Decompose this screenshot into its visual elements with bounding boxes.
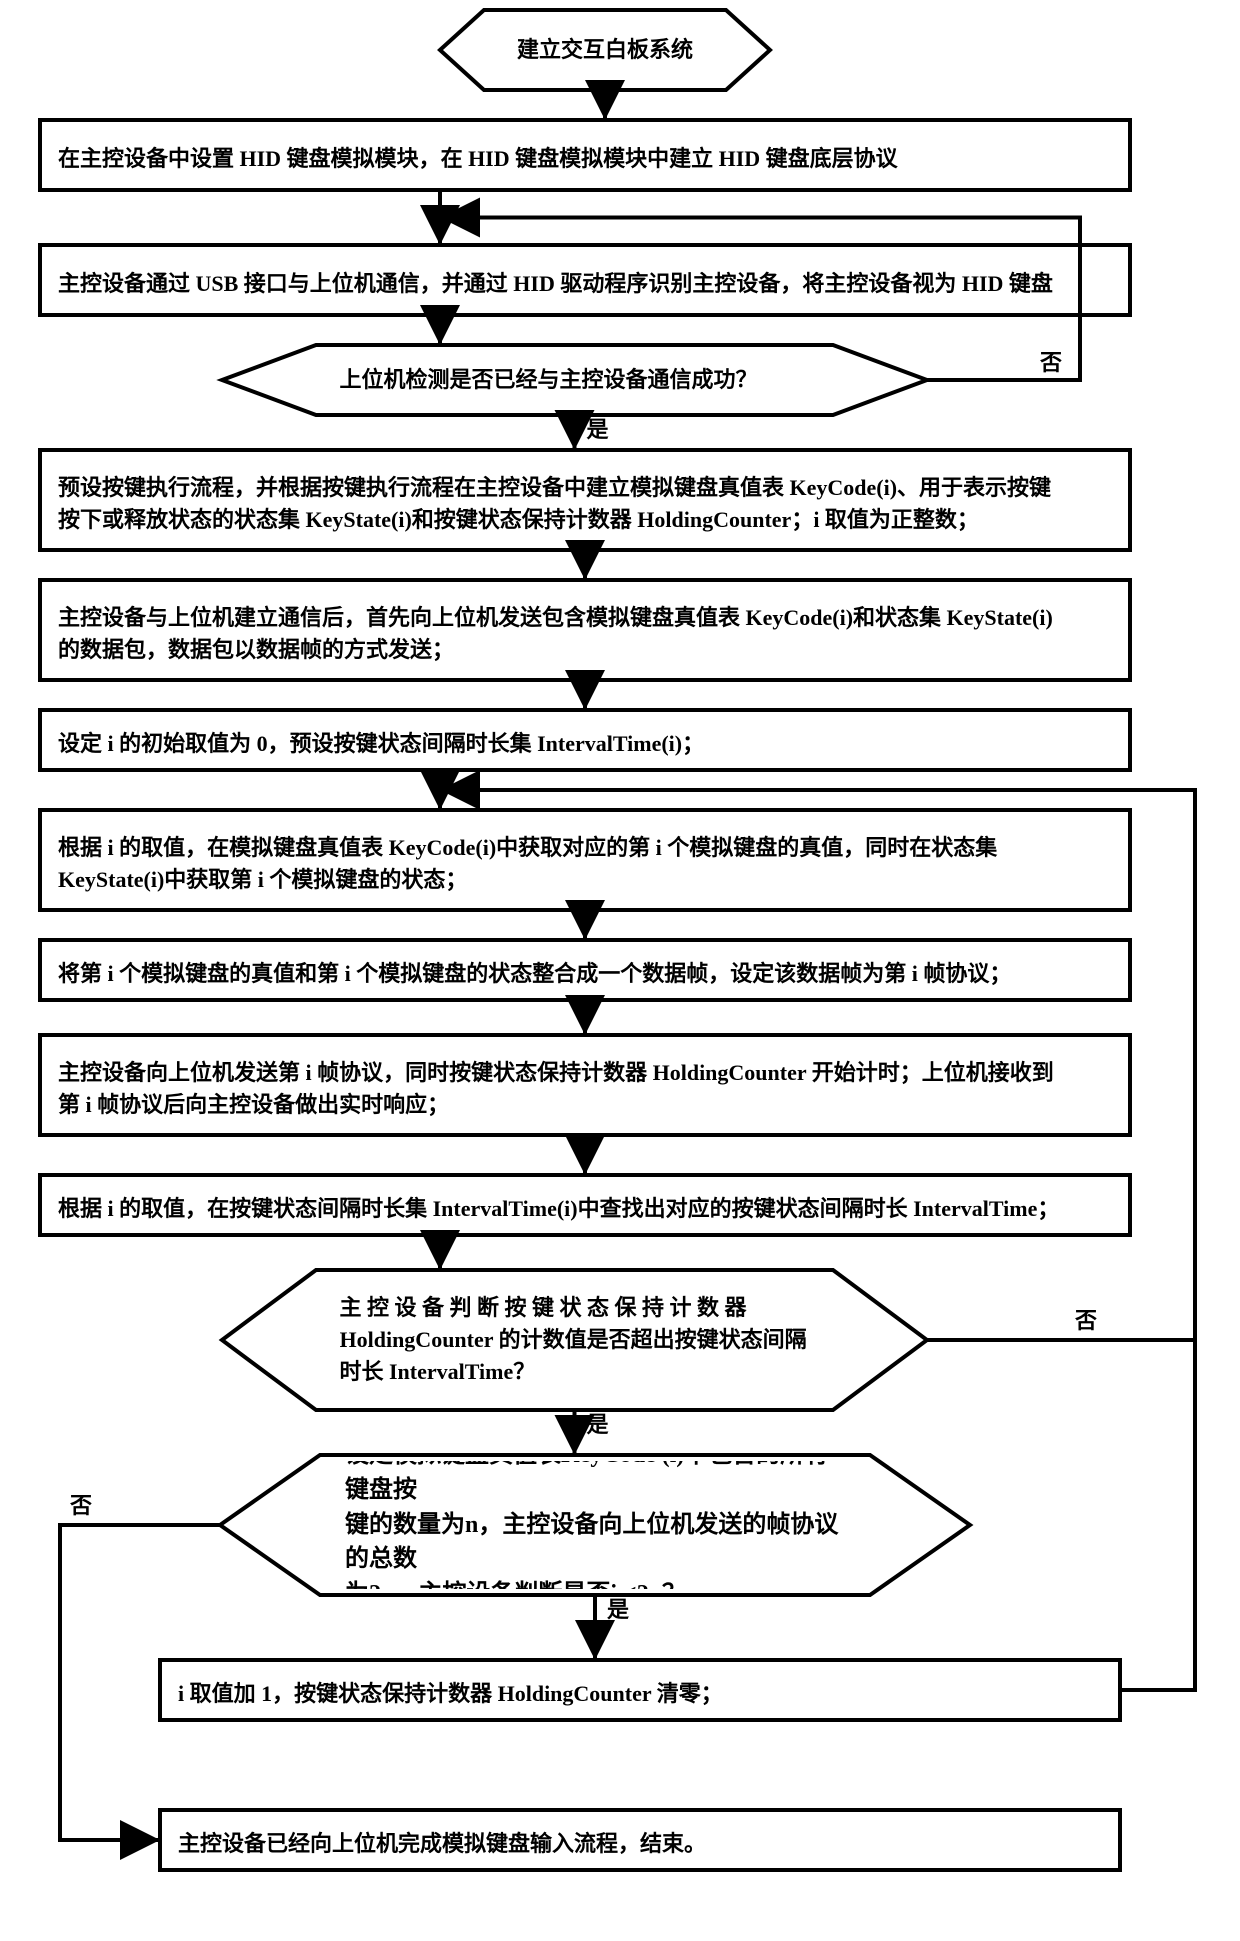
- n11-text: 根据 i 的取值，在按键状态间隔时长集 IntervalTime(i)中查找出对…: [58, 1189, 1112, 1229]
- n1-text: 建立交互白板系统: [495, 16, 715, 84]
- n8-text: 根据 i 的取值，在模拟键盘真值表 KeyCode(i)中获取对应的第 i 个模…: [58, 824, 1112, 904]
- branch-label: 否: [1074, 1308, 1097, 1333]
- n12-text: 主 控 设 备 判 断 按 键 状 态 保 持 计 数 器HoldingCoun…: [340, 1276, 810, 1404]
- branch-label: 是: [587, 1412, 609, 1437]
- n10-text: 主控设备向上位机发送第 i 帧协议，同时按键状态保持计数器 HoldingCou…: [58, 1049, 1112, 1129]
- n5-text: 预设按键执行流程，并根据按键执行流程在主控设备中建立模拟键盘真值表 KeyCod…: [58, 464, 1112, 544]
- n6-text: 主控设备与上位机建立通信后，首先向上位机发送包含模拟键盘真值表 KeyCode(…: [58, 594, 1112, 674]
- n9-text: 将第 i 个模拟键盘的真值和第 i 个模拟键盘的状态整合成一个数据帧，设定该数据…: [58, 954, 1112, 994]
- branch-label: 否: [1039, 350, 1062, 375]
- n7-text: 设定 i 的初始取值为 0，预设按键状态间隔时长集 IntervalTime(i…: [58, 724, 1112, 764]
- branch-label: 是: [607, 1597, 629, 1622]
- n3-text: 主控设备通过 USB 接口与上位机通信，并通过 HID 驱动程序识别主控设备，将…: [58, 259, 1112, 309]
- n2-text: 在主控设备中设置 HID 键盘模拟模块，在 HID 键盘模拟模块中建立 HID …: [58, 134, 1112, 184]
- n15-text: 主控设备已经向上位机完成模拟键盘输入流程，结束。: [178, 1824, 1102, 1864]
- n13-text: 设定模拟键盘真值表KeyCode (i)中包含的所有键盘按键的数量为n，主控设备…: [345, 1461, 845, 1589]
- flow-arrow: [1120, 790, 1195, 1690]
- n14-text: i 取值加 1，按键状态保持计数器 HoldingCounter 清零；: [178, 1674, 1102, 1714]
- n4-text: 上位机检测是否已经与主控设备通信成功？: [340, 351, 810, 409]
- branch-label: 是: [587, 417, 609, 442]
- branch-label: 否: [69, 1493, 92, 1518]
